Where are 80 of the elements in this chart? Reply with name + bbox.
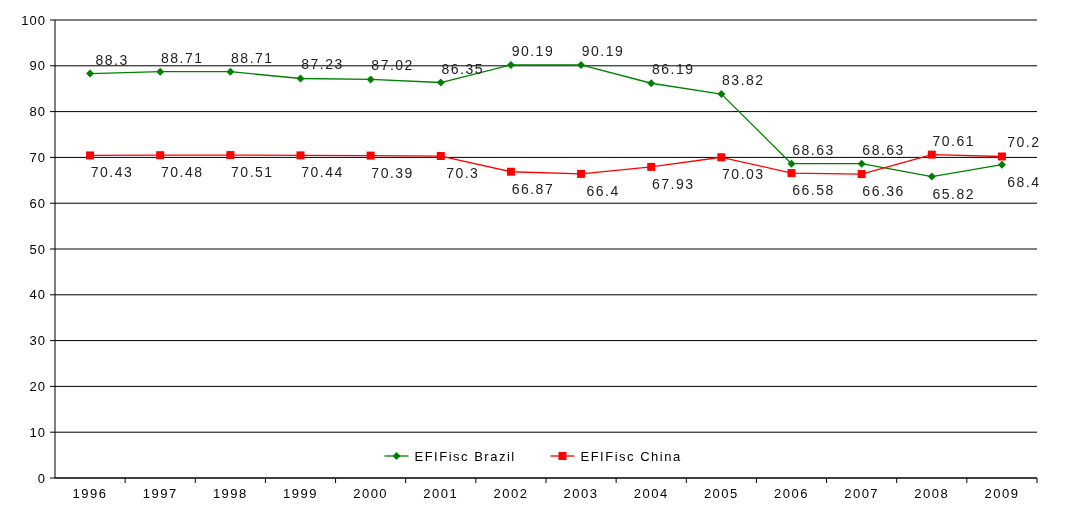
data-label: 67.93 [651, 175, 695, 192]
point [857, 159, 866, 168]
point [717, 90, 726, 99]
point [156, 67, 165, 76]
data-label: 70.51 [231, 164, 274, 181]
data-label: 83.82 [722, 72, 765, 89]
data-label: 70.03 [722, 166, 765, 183]
y-tick-label: 60 [29, 195, 46, 211]
data-label: 68.63 [862, 141, 905, 158]
y-tick-label: 0 [37, 470, 46, 486]
x-tick-label: 2006 [774, 486, 809, 501]
point [787, 169, 796, 178]
data-label: 66.87 [511, 180, 555, 197]
data-label: 70.61 [932, 132, 976, 149]
x-tick-label: 2000 [353, 486, 389, 501]
data-label: 65.82 [932, 185, 976, 202]
data-label: 86.19 [651, 61, 695, 78]
y-tick-label: 90 [29, 58, 46, 74]
x-tick-label: 1998 [212, 486, 248, 501]
point [226, 67, 235, 76]
data-label: 70.3 [446, 165, 480, 182]
data-label: 70.43 [90, 164, 134, 181]
point [506, 167, 515, 176]
data-label: 70.48 [160, 164, 204, 181]
point [717, 153, 726, 162]
x-tick-label: 2005 [703, 486, 739, 501]
data-label: 90.19 [511, 42, 555, 59]
point [86, 151, 95, 160]
y-tick-label: 100 [21, 12, 46, 28]
x-tick-label: 2004 [633, 486, 669, 501]
data-label: 88.71 [160, 49, 204, 66]
x-tick-label: 2008 [914, 486, 950, 501]
data-label: 68.63 [792, 141, 835, 158]
point [927, 150, 936, 159]
point [647, 79, 656, 88]
point [506, 60, 515, 69]
data-label: 66.4 [586, 182, 620, 199]
x-tick-label: 2003 [563, 486, 599, 501]
y-tick-label: 10 [29, 424, 46, 440]
x-tick-label: 2001 [423, 486, 459, 501]
x-tick-label: 2007 [844, 486, 880, 501]
point [577, 60, 586, 69]
legend-label: EFIFisc China [580, 448, 682, 464]
point [997, 160, 1006, 169]
y-tick-label: 30 [29, 333, 46, 349]
point [787, 159, 796, 168]
y-tick-label: 20 [29, 378, 46, 394]
point [296, 151, 305, 160]
point [857, 170, 866, 179]
y-tick-label: 70 [29, 149, 46, 165]
x-tick-label: 1999 [283, 486, 318, 501]
data-label: 70.2 [1007, 134, 1041, 151]
data-label: 68.4 [1007, 173, 1041, 190]
data-label: 66.36 [862, 183, 905, 200]
x-tick-label: 2002 [493, 486, 529, 501]
point [366, 75, 375, 84]
data-label: 70.44 [301, 164, 344, 181]
y-tick-label: 80 [29, 104, 46, 120]
data-label: 66.58 [792, 182, 835, 199]
point [577, 169, 586, 178]
data-label: 90.19 [581, 42, 625, 59]
point [156, 151, 165, 160]
y-tick-label: 40 [29, 287, 46, 303]
point [366, 151, 375, 160]
x-tick-label: 1997 [142, 486, 178, 501]
y-tick-label: 50 [29, 241, 46, 257]
point [226, 151, 235, 160]
point [436, 152, 445, 161]
point [86, 69, 95, 78]
point [296, 74, 305, 83]
point [436, 78, 445, 87]
data-label: 88.71 [231, 49, 274, 66]
point [927, 172, 936, 181]
point [647, 162, 656, 171]
data-label: 88.3 [95, 51, 129, 68]
legend-label: EFIFisc Brazil [414, 448, 516, 464]
x-tick-label: 2009 [984, 486, 1020, 501]
point [997, 152, 1006, 161]
data-label: 70.39 [371, 164, 414, 181]
x-tick-label: 1996 [72, 486, 108, 501]
